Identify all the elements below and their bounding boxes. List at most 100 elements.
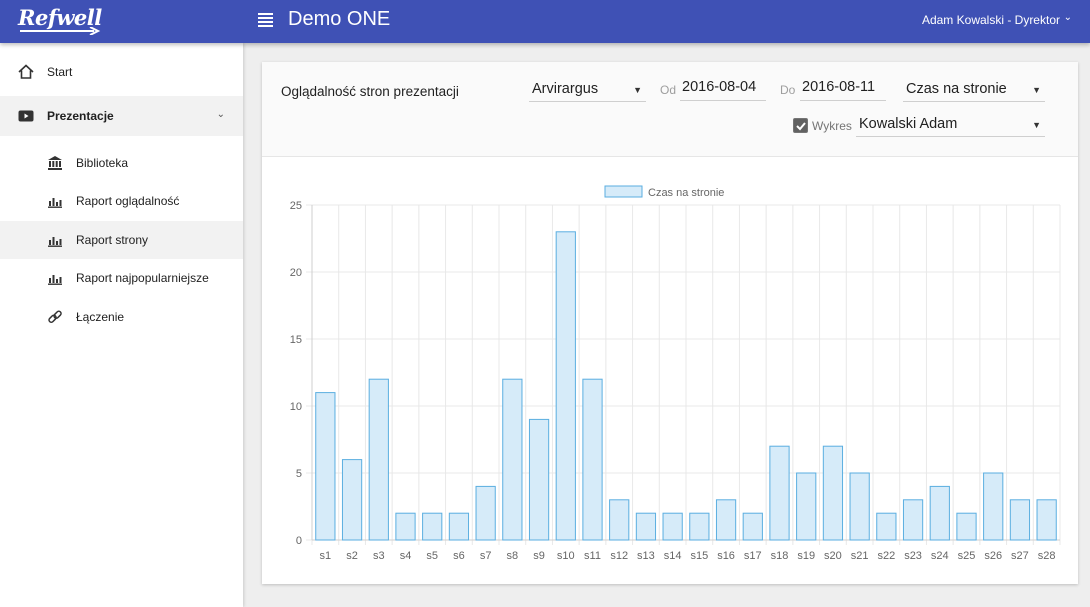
sidebar-item-label: Raport strony — [76, 233, 149, 247]
library-icon — [48, 156, 62, 170]
chart-checkbox-label: Wykres — [812, 119, 852, 133]
x-tick-label: s13 — [637, 550, 655, 562]
report-title: Oglądalność stron prezentacji — [281, 84, 459, 99]
sidebar: Start Prezentacje ⌄ Biblioteka Raport og… — [0, 43, 243, 607]
sidebar-item-label: Raport najpopularniejsze — [76, 271, 209, 285]
sidebar-item-label: Prezentacje — [47, 109, 114, 123]
legend-swatch — [604, 185, 643, 198]
bar — [983, 472, 1004, 541]
x-tick-label: s19 — [797, 550, 815, 562]
person-select[interactable]: Kowalski Adam ▼ — [856, 115, 1045, 137]
chevron-down-icon[interactable]: ⌄ — [1063, 12, 1072, 23]
caret-down-icon: ▼ — [1032, 85, 1041, 95]
sidebar-item-label: Start — [47, 65, 73, 79]
bar-chart-icon — [48, 237, 62, 247]
bar — [715, 499, 737, 541]
top-app-bar: Refwell Demo ONE Adam Kowalski - Dyrekto… — [0, 0, 1090, 43]
sidebar-item-raport-najpopularniejsze[interactable]: Raport najpopularniejsze — [0, 259, 243, 297]
sidebar-item-biblioteka[interactable]: Biblioteka — [0, 144, 243, 182]
x-tick-label: s23 — [904, 550, 922, 562]
x-tick-label: s22 — [877, 550, 895, 562]
from-label: Od — [660, 83, 677, 97]
report-card: Oglądalność stron prezentacji Arvirargus… — [262, 62, 1078, 584]
y-tick-label: 25 — [290, 200, 302, 212]
metric-select[interactable]: Czas na stronie ▼ — [903, 80, 1045, 102]
sidebar-item-laczenie[interactable]: Łączenie — [0, 298, 243, 336]
bar — [315, 392, 336, 541]
bar — [448, 512, 470, 541]
x-tick-label: s1 — [320, 550, 332, 562]
x-tick-label: s3 — [373, 550, 385, 562]
bar — [502, 378, 523, 541]
bar — [1036, 499, 1057, 541]
bar — [635, 512, 657, 541]
bar — [902, 499, 924, 541]
x-tick-label: s14 — [664, 550, 682, 562]
x-tick-label: s9 — [533, 550, 545, 562]
sidebar-item-prezentacje[interactable]: Prezentacje ⌄ — [0, 96, 243, 136]
caret-down-icon: ▼ — [633, 85, 642, 95]
bar — [662, 512, 683, 541]
x-tick-label: s17 — [744, 550, 762, 562]
logo[interactable]: Refwell — [18, 5, 102, 30]
chart-checkbox[interactable] — [793, 118, 808, 133]
x-tick-label: s25 — [958, 550, 976, 562]
from-date-input[interactable]: 2016-08-04 — [680, 79, 766, 101]
to-label: Do — [780, 83, 796, 97]
to-date-value: 2016-08-11 — [802, 79, 876, 95]
y-tick-label: 10 — [290, 401, 302, 413]
sidebar-item-start[interactable]: Start — [0, 53, 243, 91]
sidebar-item-label: Raport oglądalność — [76, 194, 180, 208]
bar — [422, 512, 443, 541]
bar — [876, 512, 897, 541]
bar — [956, 512, 977, 541]
sidebar-item-label: Łączenie — [76, 310, 125, 324]
chevron-down-icon[interactable]: ⌄ — [216, 109, 225, 120]
bar — [582, 378, 603, 541]
x-tick-label: s7 — [480, 550, 492, 562]
bar — [929, 485, 950, 541]
to-date-input[interactable]: 2016-08-11 — [800, 79, 886, 101]
home-icon — [18, 64, 34, 79]
x-tick-label: s12 — [610, 550, 628, 562]
x-tick-label: s4 — [400, 550, 412, 562]
presentation-select[interactable]: Arvirargus ▼ — [529, 80, 646, 102]
check-icon — [796, 122, 806, 131]
x-tick-label: s28 — [1038, 550, 1056, 562]
x-tick-label: s20 — [824, 550, 842, 562]
bar-chart: 0 5 10 15 20 25 s1 s2 s3 s4 s5 s6 s7 s8 s9 s10 s11 s12 s13… — [290, 185, 1061, 562]
app-title: Demo ONE — [288, 8, 391, 30]
sidebar-item-raport-strony[interactable]: Raport strony — [0, 221, 243, 259]
y-tick-label: 0 — [296, 535, 302, 547]
x-tick-label: s27 — [1011, 550, 1029, 562]
bar — [689, 512, 710, 541]
bar — [822, 445, 844, 541]
report-filters: Oglądalność stron prezentacji Arvirargus… — [262, 62, 1078, 157]
bar — [769, 445, 790, 541]
bar — [742, 512, 763, 541]
bar-chart-icon — [48, 198, 62, 208]
sidebar-item-raport-ogladalnosc[interactable]: Raport oglądalność — [0, 182, 243, 220]
link-icon — [48, 310, 62, 323]
user-menu[interactable]: Adam Kowalski - Dyrektor — [921, 13, 1060, 27]
bar-chart-icon — [48, 275, 62, 285]
bar — [1009, 499, 1031, 541]
bar — [395, 512, 416, 541]
presentation-select-value: Arvirargus — [532, 81, 599, 97]
person-select-value: Kowalski Adam — [859, 116, 958, 132]
sidebar-item-label: Biblioteka — [76, 156, 129, 170]
bar — [475, 485, 496, 541]
menu-icon[interactable] — [258, 13, 273, 27]
x-tick-label: s10 — [557, 550, 575, 562]
x-tick-label: s6 — [453, 550, 465, 562]
bar — [796, 472, 817, 541]
x-tick-label: s21 — [851, 550, 869, 562]
y-tick-label: 20 — [290, 267, 302, 279]
logo-arrow-icon — [20, 27, 101, 35]
x-tick-label: s11 — [584, 550, 601, 562]
bar — [849, 472, 870, 541]
legend-label: Czas na stronie — [648, 187, 724, 199]
x-tick-label: s26 — [984, 550, 1002, 562]
metric-select-value: Czas na stronie — [906, 81, 1007, 97]
bar — [528, 418, 550, 541]
